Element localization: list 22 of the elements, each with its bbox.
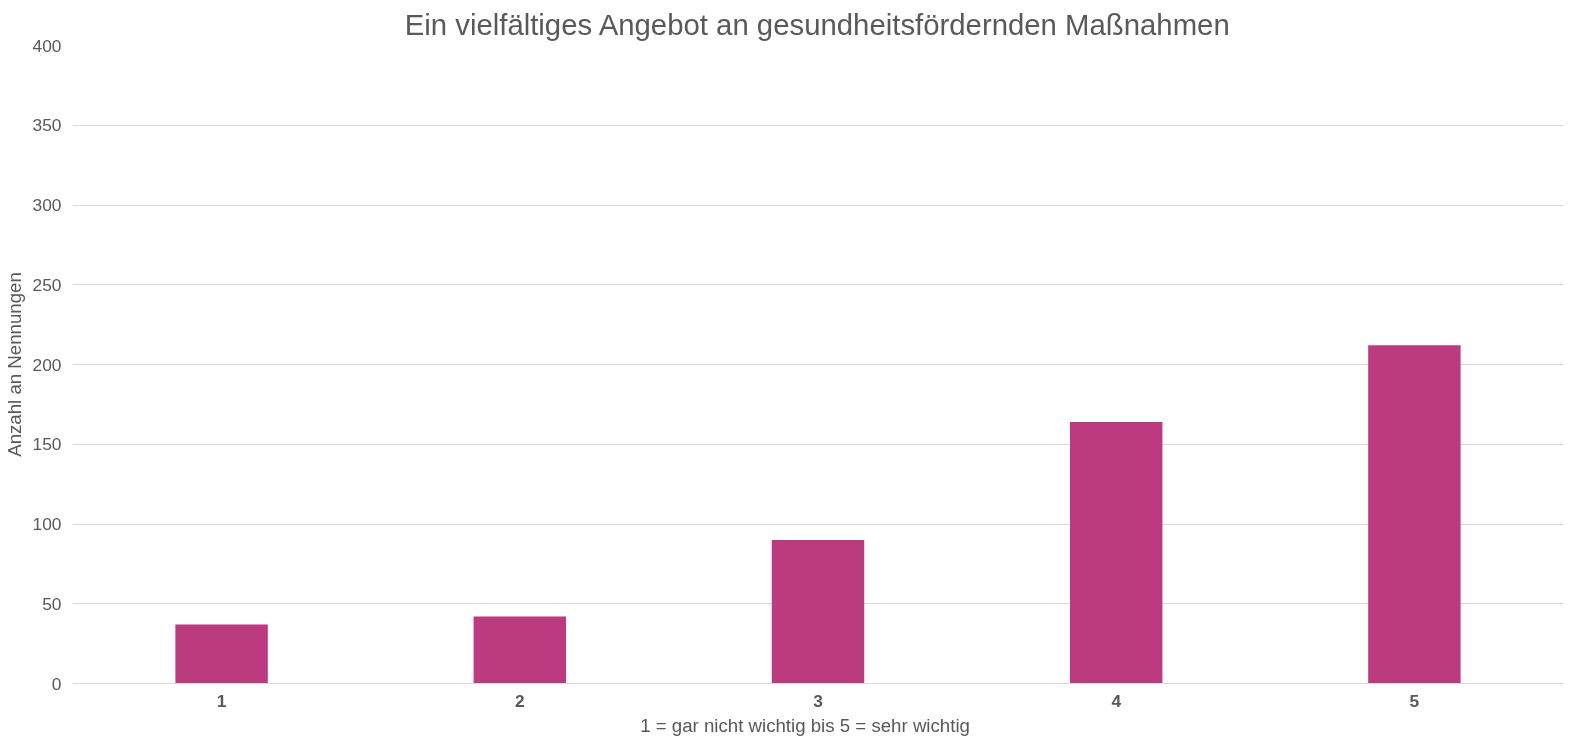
y-tick-label: 0	[51, 673, 62, 694]
y-axis-title: Anzahl an Nennungen	[3, 272, 25, 457]
x-tick-label: 1	[216, 690, 227, 711]
bar	[473, 616, 567, 684]
bar	[1069, 421, 1163, 684]
y-tick-label: 300	[32, 195, 62, 215]
y-tick-label: 50	[42, 593, 62, 614]
y-tick-label: 350	[32, 115, 62, 136]
x-tick-label: 5	[1409, 690, 1420, 711]
x-axis-title: 1 = gar nicht wichtig bis 5 = sehr wichtig	[640, 714, 970, 736]
bar	[771, 539, 865, 684]
x-tick-label: 3	[813, 690, 824, 711]
x-tick-label: 4	[1111, 690, 1122, 711]
x-tick-label: 2	[514, 690, 525, 711]
bar	[1368, 345, 1461, 684]
y-tick-label: 250	[32, 274, 62, 295]
y-tick-label: 200	[32, 354, 62, 375]
bar	[175, 624, 268, 684]
y-tick-label: 100	[32, 514, 62, 534]
chart-title: Ein vielfältiges Angebot an gesundheitsfördernden Maßnahmen	[404, 7, 1230, 41]
y-tick-label: 150	[32, 434, 62, 455]
y-tick-label: 400	[32, 35, 62, 56]
